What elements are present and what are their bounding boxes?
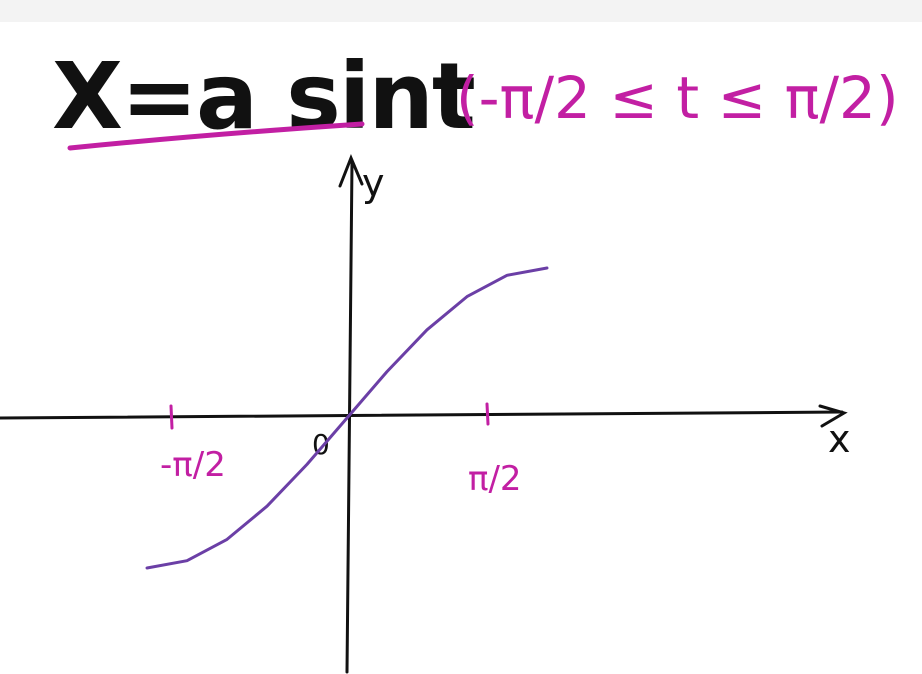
x-axis-label: x (828, 417, 851, 461)
domain-condition: (-π/2 ≤ t ≤ π/2) (456, 64, 899, 132)
equation-title: X=a sint (52, 43, 474, 150)
tick-label-left: -π/2 (160, 445, 226, 485)
title-underline (67, 121, 365, 151)
x-axis-arrow (818, 404, 848, 428)
y-axis-arrow (338, 154, 364, 188)
tick-label-right: π/2 (468, 459, 522, 499)
tick-left (169, 404, 174, 430)
y-axis-label: y (362, 161, 385, 205)
top-bar (0, 0, 922, 22)
x-axis (0, 410, 844, 420)
sine-curve (145, 266, 549, 570)
tick-right (485, 402, 490, 426)
